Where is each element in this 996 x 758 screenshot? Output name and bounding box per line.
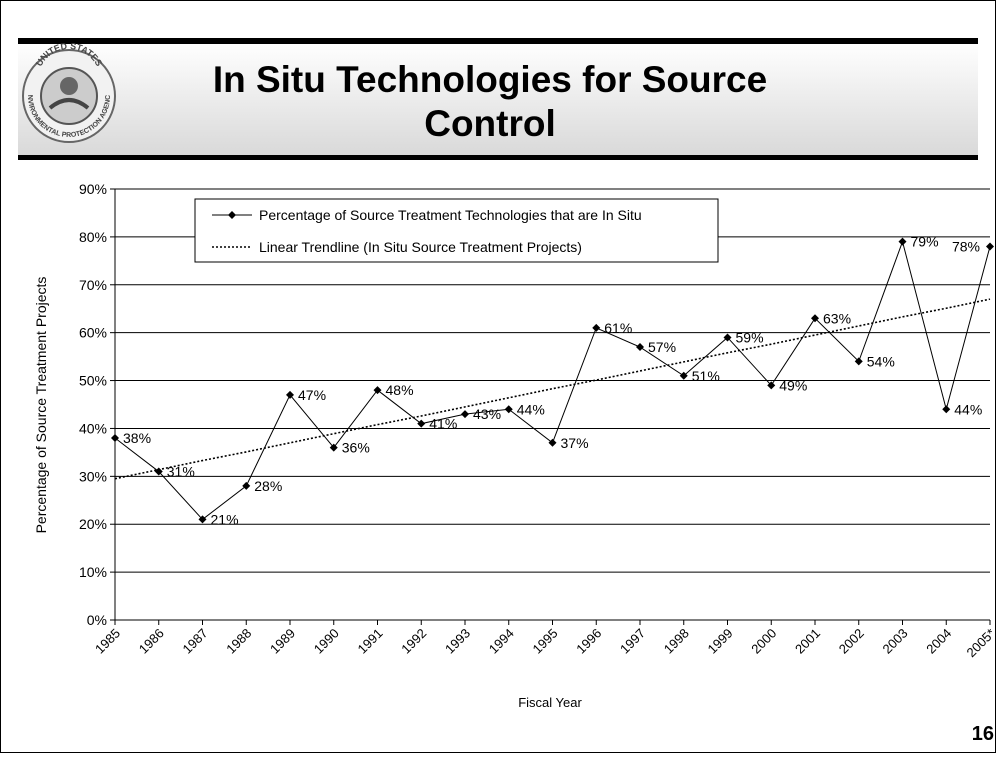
legend-label: Linear Trendline (In Situ Source Treatme… [259, 239, 582, 255]
data-point [986, 242, 994, 251]
x-axis-title: Fiscal Year [518, 695, 582, 710]
data-label: 44% [517, 401, 545, 417]
legend-box [194, 198, 719, 263]
y-tick-label: 90% [79, 181, 107, 197]
y-tick-label: 10% [79, 564, 107, 580]
slide-title: In Situ Technologies for Source Control [213, 59, 767, 144]
data-label: 21% [211, 511, 239, 527]
data-label: 36% [342, 440, 370, 456]
data-point [373, 386, 382, 395]
data-label: 57% [648, 339, 676, 355]
data-point [811, 314, 819, 323]
page-number: 16 [972, 723, 994, 745]
data-label: 54% [867, 353, 895, 369]
y-axis-title: Percentage of Source Treatment Projects [33, 277, 49, 534]
legend-label: Percentage of Source Treatment Technolog… [259, 207, 642, 223]
data-label: 44% [954, 401, 982, 417]
data-label: 43% [473, 406, 501, 422]
y-tick-label: 30% [79, 468, 107, 484]
data-label: 31% [167, 464, 195, 480]
data-label: 41% [429, 416, 457, 432]
y-tick-label: 40% [79, 420, 107, 436]
data-point [636, 343, 644, 352]
data-point [592, 323, 601, 332]
data-label: 47% [298, 387, 326, 403]
data-point [898, 237, 907, 246]
data-label: 78% [952, 238, 980, 254]
data-point [942, 405, 951, 414]
data-label: 61% [604, 320, 632, 336]
data-label: 49% [779, 377, 807, 393]
y-tick-label: 70% [79, 277, 107, 293]
data-label: 37% [561, 435, 589, 451]
header-band [18, 42, 978, 158]
series-line [114, 298, 991, 480]
data-point [198, 515, 207, 524]
data-point [111, 434, 119, 443]
data-point [417, 419, 426, 428]
data-point [767, 381, 776, 390]
legend-marker [228, 211, 236, 219]
data-point [723, 333, 732, 342]
data-point [504, 405, 513, 414]
header-rule-bottom [18, 155, 978, 160]
y-tick-label: 0% [87, 612, 107, 628]
y-tick-label: 50% [79, 373, 107, 389]
data-label: 48% [386, 382, 414, 398]
data-label: 38% [123, 430, 151, 446]
y-tick-label: 60% [79, 325, 107, 341]
data-label: 59% [736, 329, 764, 345]
data-point [548, 438, 557, 447]
data-point [461, 410, 469, 419]
data-label: 79% [911, 234, 939, 250]
data-point [154, 467, 163, 476]
data-point [329, 443, 338, 452]
data-label: 28% [254, 478, 282, 494]
data-point [286, 390, 294, 399]
data-point [854, 357, 863, 366]
y-tick-label: 20% [79, 516, 107, 532]
legend: Percentage of Source Treatment Technolog… [194, 198, 719, 263]
data-point [679, 371, 688, 380]
data-label: 63% [823, 310, 851, 326]
data-label: 51% [692, 368, 720, 384]
y-tick-label: 80% [79, 229, 107, 245]
header-rule-top [18, 38, 978, 44]
data-point [242, 481, 251, 490]
